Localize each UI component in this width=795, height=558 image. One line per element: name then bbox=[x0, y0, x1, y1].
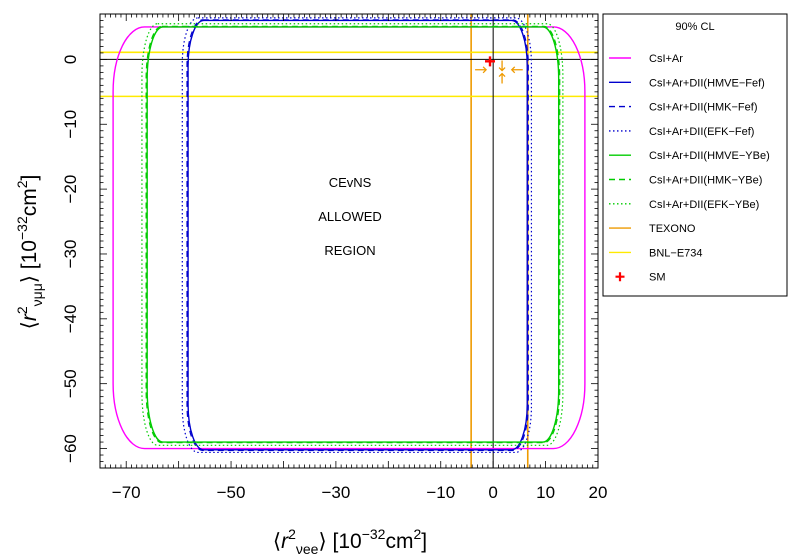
annotation-line: REGION bbox=[324, 243, 375, 258]
legend-item-csi-ar-dii-hmve-ybe: CsI+Ar+DII(HMVE−YBe) bbox=[609, 150, 770, 162]
arrow-right-2 bbox=[475, 66, 488, 74]
x-tick-label: 10 bbox=[536, 483, 555, 502]
x-tick-label: −50 bbox=[217, 483, 246, 502]
legend-label: CsI+Ar+DII(HMVE−Fef) bbox=[649, 77, 765, 89]
arrow-down-0 bbox=[498, 60, 506, 72]
series-csi-ar-dii-hmk-fef bbox=[186, 19, 529, 452]
annotation: CEvNS ALLOWED REGION bbox=[318, 175, 382, 258]
plot-frame bbox=[99, 13, 599, 469]
y-tick-label: −60 bbox=[61, 434, 80, 463]
x-tick-label: −70 bbox=[112, 483, 141, 502]
annotation-line: ALLOWED bbox=[318, 209, 382, 224]
series-csi-ar-dii-hmve-fef bbox=[187, 19, 528, 451]
x-tick-label: −10 bbox=[426, 483, 455, 502]
y-axis-label: ⟨r2νμμ⟩ [10−32cm2] bbox=[14, 175, 45, 330]
y-tick-label: −20 bbox=[61, 175, 80, 204]
x-tick-label: 0 bbox=[488, 483, 497, 502]
legend-item-bnl-e734: BNL−E734 bbox=[609, 247, 703, 259]
y-tick-label: 0 bbox=[61, 55, 80, 64]
legend-marker bbox=[615, 272, 625, 282]
arrow-left-3 bbox=[510, 66, 523, 74]
y-tick-label: −30 bbox=[61, 240, 80, 269]
legend-label: CsI+Ar+DII(HMVE−YBe) bbox=[649, 150, 770, 162]
plot-area bbox=[100, 14, 598, 468]
legend-label: CsI+Ar+DII(EFK−YBe) bbox=[649, 199, 759, 211]
legend-label: SM bbox=[649, 272, 666, 284]
legend-item-csi-ar-dii-efk-fef: CsI+Ar+DII(EFK−Fef) bbox=[609, 126, 754, 138]
x-tick-label: −30 bbox=[321, 483, 350, 502]
legend-title: 90% CL bbox=[675, 21, 714, 33]
x-axis-label: ⟨r2νee⟩ [10−32cm2] bbox=[273, 526, 427, 557]
series-csi-ar-dii-efk-fef bbox=[181, 17, 533, 454]
plot-layer bbox=[100, 14, 598, 468]
legend-item-csi-ar-dii-hmve-fef: CsI+Ar+DII(HMVE−Fef) bbox=[609, 77, 765, 89]
axis-layer: −70 −50 −30 −10 0 10 20 0 −10 −20 −30 −40 −50 −60 ⟨r2ν… bbox=[14, 13, 608, 557]
legend-box bbox=[602, 13, 788, 297]
legend-item-csi-ar-dii-efk-ybe: CsI+Ar+DII(EFK−YBe) bbox=[609, 199, 759, 211]
legend-label: CsI+Ar+DII(HMK−YBe) bbox=[649, 175, 762, 187]
y-tick-label: −50 bbox=[61, 369, 80, 398]
sm-point bbox=[485, 56, 496, 67]
y-tick-label: −40 bbox=[61, 304, 80, 333]
legend-label: CsI+Ar bbox=[649, 53, 683, 65]
series-csi-ar bbox=[112, 26, 586, 450]
legend-item-csi-ar: CsI+Ar bbox=[609, 53, 683, 65]
arrow-up-1 bbox=[498, 72, 506, 84]
annotation-line: CEvNS bbox=[329, 175, 372, 190]
legend-label: CsI+Ar+DII(EFK−Fef) bbox=[649, 126, 754, 138]
series-csi-ar-dii-hmve-ybe bbox=[146, 26, 560, 443]
legend-item-csi-ar-dii-hmk-ybe: CsI+Ar+DII(HMK−YBe) bbox=[609, 175, 762, 187]
legend-item-sm: SM bbox=[615, 272, 666, 284]
legend: 90% CL CsI+Ar CsI+Ar+DII(HMVE−Fef) CsI+Ar+D… bbox=[602, 13, 788, 297]
y-tick-label: −10 bbox=[61, 110, 80, 139]
legend-item-texono: TEXONO bbox=[609, 223, 696, 235]
legend-label: TEXONO bbox=[649, 223, 696, 235]
x-tick-label: 20 bbox=[589, 483, 608, 502]
legend-label: CsI+Ar+DII(HMK−Fef) bbox=[649, 102, 758, 114]
legend-item-csi-ar-dii-hmk-fef: CsI+Ar+DII(HMK−Fef) bbox=[609, 102, 758, 114]
series-csi-ar-dii-hmk-ybe bbox=[145, 25, 561, 444]
series-csi-ar-dii-efk-ybe bbox=[141, 23, 564, 446]
legend-label: BNL−E734 bbox=[649, 247, 703, 259]
